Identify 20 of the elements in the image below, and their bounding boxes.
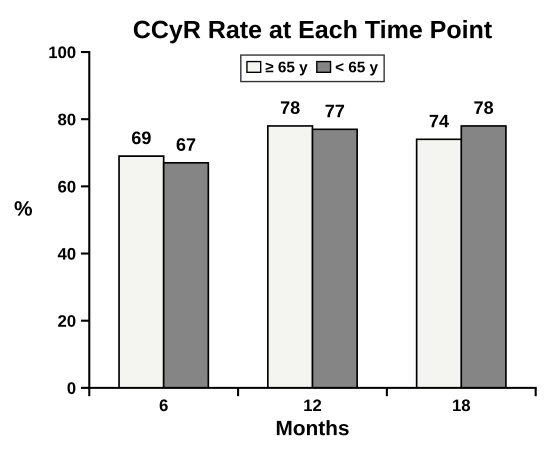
y-tick-label: 60: [58, 180, 76, 193]
data-label: 74: [430, 114, 449, 128]
y-tick-label: 0: [67, 382, 76, 394]
legend-label: < 65 y: [336, 62, 378, 76]
y-tick-label: 80: [58, 114, 76, 126]
x-axis-title: Months: [276, 420, 349, 436]
y-axis-title: %: [14, 201, 32, 216]
x-tick-label: 12: [304, 399, 322, 412]
data-label: 77: [326, 104, 344, 118]
y-tick-label: 100: [49, 46, 76, 58]
legend-label: ≥ 65 y: [266, 62, 308, 76]
y-tick-label: 20: [58, 315, 76, 327]
data-label: 69: [132, 131, 151, 144]
data-label: 78: [280, 101, 300, 114]
data-label: 78: [474, 101, 494, 114]
chart-title: CCyR Rate at Each Time Point: [134, 20, 492, 44]
x-tick-label: 6: [160, 399, 168, 412]
data-label: 67: [176, 138, 196, 151]
y-tick-label: 40: [58, 248, 76, 260]
x-tick-label: 18: [453, 399, 470, 412]
